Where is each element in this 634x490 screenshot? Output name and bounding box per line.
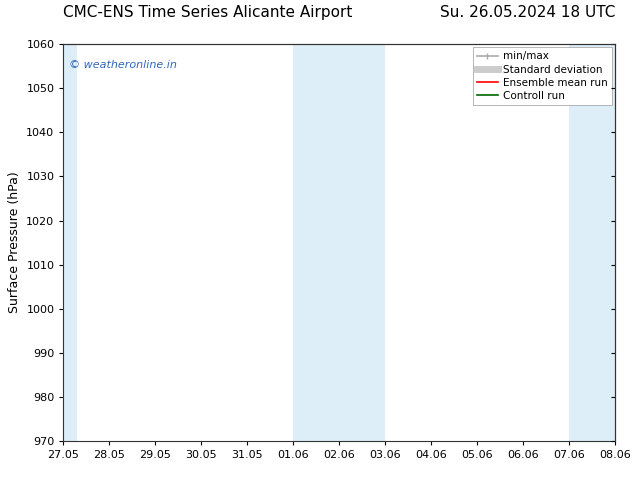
Legend: min/max, Standard deviation, Ensemble mean run, Controll run: min/max, Standard deviation, Ensemble me… [473,47,612,105]
Text: © weatheronline.in: © weatheronline.in [69,60,177,70]
Bar [569,44,615,441]
Bar [293,44,385,441]
Y-axis label: Surface Pressure (hPa): Surface Pressure (hPa) [8,172,21,314]
Bar [63,44,77,441]
Text: Su. 26.05.2024 18 UTC: Su. 26.05.2024 18 UTC [439,4,615,20]
Text: CMC-ENS Time Series Alicante Airport: CMC-ENS Time Series Alicante Airport [63,4,353,20]
